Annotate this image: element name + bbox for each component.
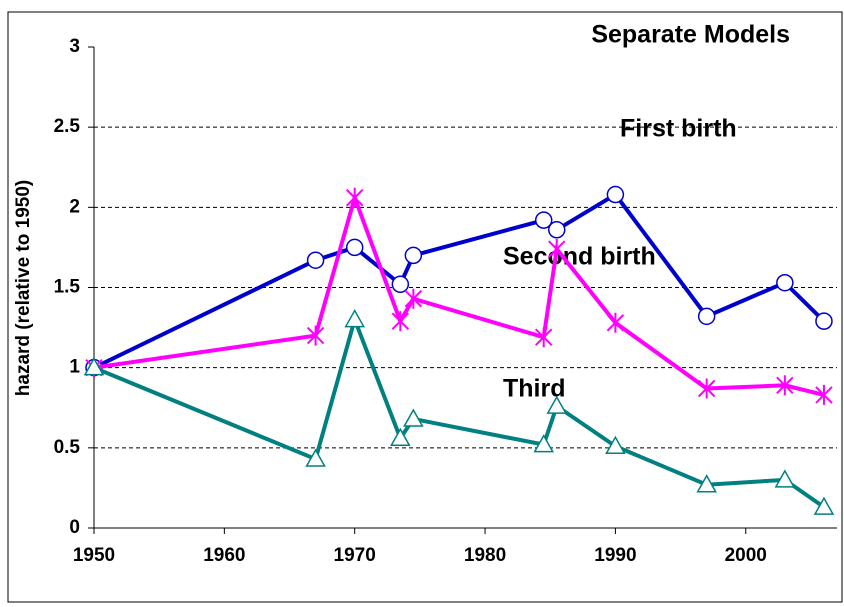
marker	[83, 357, 105, 376]
marker	[535, 327, 553, 348]
series-line	[93, 191, 825, 397]
marker	[776, 273, 794, 292]
marker	[697, 307, 716, 326]
marker	[547, 221, 566, 239]
y-tick-label: 0	[69, 517, 80, 538]
marker	[606, 185, 625, 204]
marker	[774, 469, 796, 488]
marker	[344, 309, 365, 328]
series-line	[93, 191, 826, 370]
annotation: Third	[503, 375, 566, 403]
frame	[7, 11, 843, 603]
y-tick-label: 3	[69, 36, 80, 57]
marker	[404, 288, 423, 309]
annotation: First birth	[620, 115, 737, 143]
marker	[391, 311, 410, 332]
marker	[534, 211, 553, 229]
x-tick-label: 1970	[334, 545, 376, 566]
marker	[403, 408, 424, 427]
y-tick-label: 2	[69, 196, 80, 217]
chart-title: Separate Models	[591, 21, 790, 49]
marker	[813, 496, 835, 515]
marker	[390, 427, 411, 446]
marker	[606, 312, 625, 333]
marker	[546, 395, 568, 414]
x-tick-label: 2000	[725, 545, 767, 566]
marker	[533, 434, 554, 453]
marker	[815, 312, 833, 330]
y-tick-label: 2.5	[54, 116, 81, 137]
marker	[305, 448, 326, 467]
marker	[306, 251, 325, 269]
series-line	[93, 313, 826, 509]
marker	[306, 325, 325, 346]
annotation: Second birth	[503, 243, 656, 271]
marker	[605, 435, 626, 454]
marker	[776, 375, 794, 396]
marker	[696, 474, 717, 493]
y-tick-label: 1.5	[54, 277, 81, 298]
x-tick-label: 1980	[464, 545, 506, 566]
marker	[404, 246, 423, 265]
y-axis-label: hazard (relative to 1950)	[13, 180, 34, 396]
x-tick-label: 1960	[203, 545, 245, 566]
marker	[345, 187, 364, 208]
marker	[391, 275, 410, 294]
y-tick-label: 1	[69, 357, 80, 378]
marker	[815, 384, 833, 405]
x-tick-label: 1950	[73, 545, 115, 566]
marker	[345, 238, 364, 257]
y-tick-label: 0.5	[54, 437, 81, 458]
x-tick-label: 1990	[594, 545, 636, 566]
marker	[697, 378, 716, 399]
marker	[548, 239, 566, 260]
